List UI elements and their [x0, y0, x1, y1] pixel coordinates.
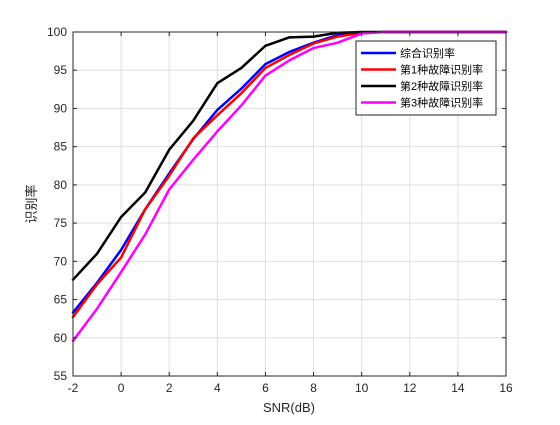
y-tick-label: 60 — [54, 331, 68, 345]
y-tick-label: 65 — [54, 293, 68, 307]
legend-entry-label: 第3种故障识别率 — [400, 96, 483, 110]
x-tick-label: 6 — [262, 381, 269, 395]
x-tick-label: 16 — [499, 381, 513, 395]
y-tick-label: 80 — [54, 178, 68, 192]
y-tick-label: 75 — [54, 216, 68, 230]
x-tick-label: 12 — [403, 381, 417, 395]
x-tick-label: 8 — [310, 381, 317, 395]
x-tick-label: 4 — [214, 381, 221, 395]
y-axis-title: 识别率 — [24, 184, 39, 223]
legend-entry-label: 第1种故障识别率 — [400, 63, 483, 77]
legend-entry-label: 综合识别率 — [400, 46, 455, 60]
grid-lines — [72, 31, 507, 377]
x-tick-label: 0 — [118, 381, 125, 395]
plot-area-border — [72, 31, 507, 377]
y-tick-label: 70 — [54, 254, 68, 268]
x-tick-label: -2 — [68, 381, 79, 395]
y-tick-label: 85 — [54, 140, 68, 154]
x-tick-label: 14 — [451, 381, 465, 395]
axis-ticks: -2 0 2 4 6 8 10 12 14 16 55 60 65 70 75 80 85 90 95 100 — [47, 25, 513, 395]
y-tick-label: 55 — [54, 369, 68, 383]
legend-entry-label: 第2种故障识别率 — [400, 79, 483, 93]
y-tick-label: 90 — [54, 101, 68, 115]
y-tick-label: 100 — [47, 25, 67, 39]
x-axis-title: SNR(dB) — [263, 400, 315, 415]
x-tick-label: 2 — [166, 381, 173, 395]
x-tick-label: 10 — [355, 381, 369, 395]
y-tick-label: 95 — [54, 63, 68, 77]
